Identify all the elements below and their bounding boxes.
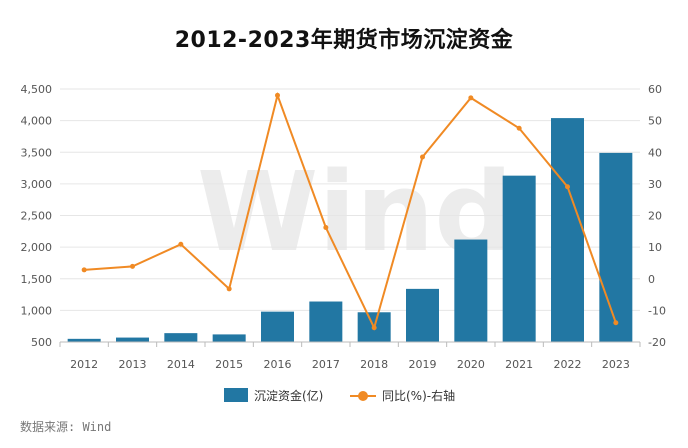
line-point: [613, 320, 619, 326]
y-left-tick-label: 1,500: [21, 273, 53, 286]
bar: [551, 118, 584, 342]
axes: 5001,0001,5002,0002,5003,0003,5004,0004,…: [21, 83, 666, 371]
line-point: [275, 92, 280, 98]
line-point: [323, 225, 329, 231]
bar: [116, 337, 149, 342]
x-tick-label: 2013: [119, 358, 147, 371]
legend-line-label: 同比(%)-右轴: [382, 388, 455, 403]
x-tick-label: 2021: [505, 358, 533, 371]
line-point: [130, 263, 135, 269]
y-left-tick-label: 3,000: [21, 178, 53, 191]
line-path: [84, 91, 617, 331]
y-right-tick-label: 0: [648, 273, 655, 286]
y-left-tick-label: 2,000: [21, 241, 53, 254]
line-series: [81, 91, 619, 331]
x-tick-label: 2015: [215, 358, 243, 371]
line-point: [565, 184, 570, 190]
line-point: [371, 325, 377, 331]
bar: [67, 338, 101, 342]
y-left-tick-label: 3,500: [21, 146, 53, 159]
y-right-tick-label: 50: [648, 115, 662, 128]
y-right-tick-label: -10: [648, 304, 666, 317]
y-right-tick-label: -20: [648, 336, 666, 349]
x-tick-label: 2016: [264, 358, 292, 371]
x-tick-label: 2020: [457, 358, 485, 371]
line-point: [468, 95, 474, 101]
x-tick-label: 2014: [167, 358, 195, 371]
x-tick-label: 2012: [70, 358, 98, 371]
legend: 沉淀资金(亿) 同比(%)-右轴: [224, 388, 455, 403]
y-right-tick-label: 20: [648, 210, 662, 223]
x-tick-label: 2023: [602, 358, 630, 371]
y-right-tick-label: 10: [648, 241, 662, 254]
bar: [212, 334, 246, 342]
x-tick-label: 2019: [409, 358, 437, 371]
line-point: [178, 241, 184, 247]
x-tick-label: 2018: [360, 358, 388, 371]
y-left-tick-label: 4,500: [21, 83, 53, 96]
source-note: 数据来源: Wind: [20, 420, 112, 434]
y-left-tick-label: 1,000: [21, 304, 53, 317]
y-left-tick-label: 2,500: [21, 210, 53, 223]
x-tick-label: 2017: [312, 358, 340, 371]
y-left-tick-label: 4,000: [21, 115, 53, 128]
line-point: [226, 286, 232, 292]
legend-bar-swatch: [224, 388, 248, 402]
bar: [454, 239, 488, 342]
bar: [261, 311, 294, 342]
chart-title: 2012-2023年期货市场沉淀资金: [174, 28, 514, 53]
y-left-tick-label: 500: [31, 336, 52, 349]
line-point: [81, 267, 87, 273]
x-tick-label: 2022: [554, 358, 582, 371]
bar-series: [67, 118, 633, 342]
bar: [309, 301, 343, 342]
legend-bar-label: 沉淀资金(亿): [254, 388, 323, 403]
bar: [406, 288, 439, 342]
y-right-tick-label: 30: [648, 178, 662, 191]
line-point: [516, 125, 522, 131]
y-right-tick-label: 60: [648, 83, 662, 96]
bar: [502, 175, 536, 342]
legend-line-marker: [358, 391, 368, 401]
bar: [164, 333, 198, 342]
bar: [599, 152, 633, 342]
y-right-tick-label: 40: [648, 146, 662, 159]
line-point: [420, 154, 425, 160]
